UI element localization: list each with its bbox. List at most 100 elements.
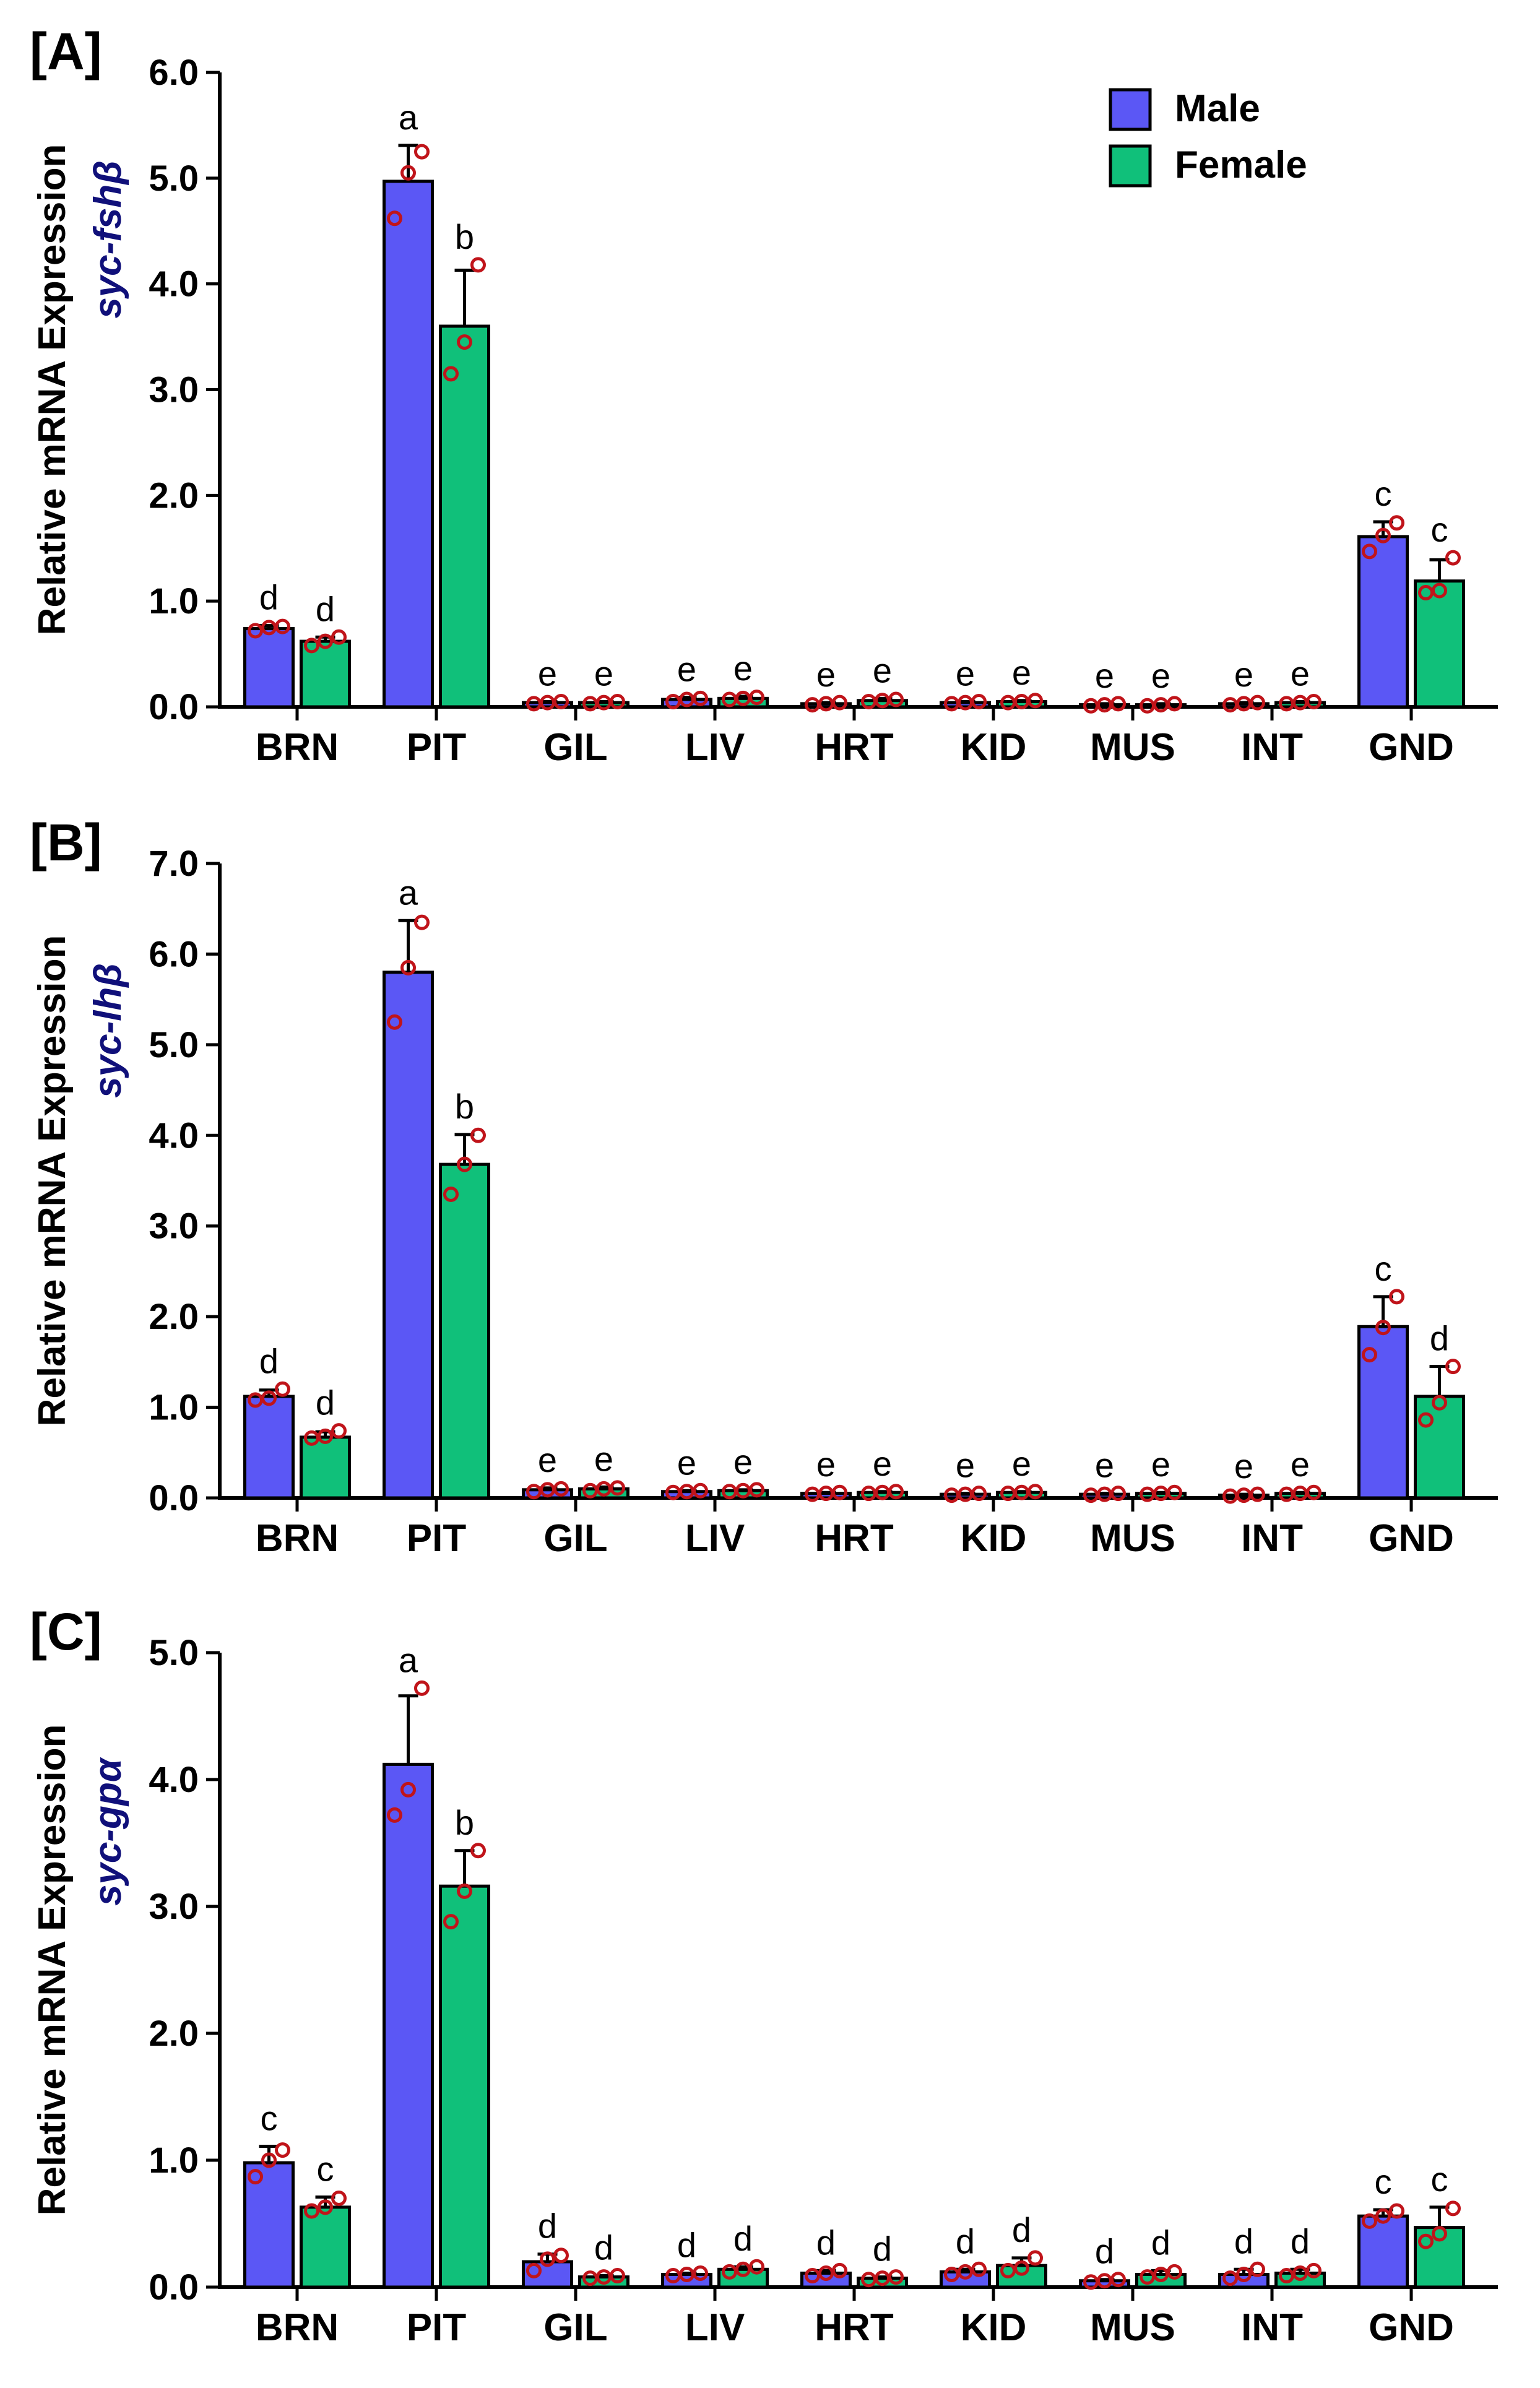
data-point <box>387 1014 402 1030</box>
data-point <box>1110 696 1126 712</box>
data-point <box>1222 2270 1238 2286</box>
x-tick-label: BRN <box>256 2306 339 2349</box>
gene-label: syc-gpα <box>87 1757 129 1906</box>
data-point <box>1292 2265 1308 2281</box>
data-point <box>1432 2226 1447 2242</box>
data-point <box>971 2261 987 2277</box>
data-point <box>400 1781 416 1797</box>
data-point <box>944 2267 959 2282</box>
x-tick-label: INT <box>1241 1517 1303 1560</box>
significance-letter: c <box>317 2149 334 2188</box>
data-point <box>1153 2267 1169 2282</box>
y-tick-label: 4.0 <box>149 1115 199 1156</box>
data-point <box>1027 2250 1043 2266</box>
y-tick-label: 6.0 <box>149 53 199 93</box>
data-point <box>1250 694 1265 711</box>
data-point <box>275 2142 290 2158</box>
significance-letter: d <box>1095 2232 1114 2271</box>
data-point <box>1375 2208 1391 2224</box>
x-tick-label: KID <box>961 2306 1027 2349</box>
data-point <box>443 1186 459 1202</box>
data-point <box>610 2268 625 2284</box>
x-tick-label: BRN <box>256 726 339 769</box>
data-point <box>1418 1412 1434 1428</box>
data-point <box>1167 2264 1182 2280</box>
significance-letter: a <box>399 873 418 912</box>
x-tick-label: PIT <box>407 726 467 769</box>
x-tick-label: LIV <box>685 1517 745 1560</box>
significance-letter: d <box>1012 2210 1031 2249</box>
gene-label: syc-lhβ <box>87 963 129 1098</box>
data-point <box>400 165 416 181</box>
data-point <box>805 2268 820 2284</box>
y-tick-label: 5.0 <box>149 158 199 199</box>
gene-label: syc-fshβ <box>87 160 129 319</box>
significance-letter: d <box>816 2223 836 2262</box>
y-tick-label: 1.0 <box>149 1388 199 1428</box>
significance-letter: e <box>873 1444 892 1483</box>
panel-label: [A] <box>30 22 102 80</box>
x-tick-label: INT <box>1241 726 1303 769</box>
y-tick-label: 2.0 <box>149 1297 199 1337</box>
significance-letter: c <box>1431 510 1448 549</box>
significance-letter: e <box>816 655 836 694</box>
significance-letter: e <box>1095 656 1114 695</box>
data-point <box>1110 2272 1126 2288</box>
data-point <box>304 638 319 654</box>
significance-letter: d <box>1234 2221 1253 2260</box>
significance-letter: e <box>1151 656 1170 695</box>
significance-letter: e <box>1291 654 1310 693</box>
data-point <box>1236 2267 1252 2282</box>
data-point <box>457 1883 472 1899</box>
bar-female <box>439 324 490 709</box>
significance-letter: a <box>399 1640 418 1679</box>
data-point <box>261 1390 277 1406</box>
significance-letter: e <box>594 654 613 693</box>
significance-letter: e <box>956 1446 975 1485</box>
significance-letter: d <box>733 2219 753 2258</box>
bar-male <box>383 180 434 709</box>
data-point <box>1445 550 1461 566</box>
x-tick-label: KID <box>961 726 1027 769</box>
significance-letter: c <box>1375 2162 1392 2201</box>
y-tick-label: 6.0 <box>149 934 199 974</box>
data-point <box>553 2247 569 2264</box>
data-point <box>1389 1289 1404 1305</box>
x-tick-label: GND <box>1369 1517 1454 1560</box>
data-point <box>1250 2261 1265 2277</box>
data-point <box>832 1484 847 1500</box>
data-point <box>693 2265 708 2281</box>
bar-male <box>243 2161 295 2289</box>
x-tick-label: MUS <box>1090 726 1175 769</box>
data-point <box>888 2269 904 2285</box>
data-point <box>275 618 290 634</box>
significance-letter: e <box>1095 1446 1114 1485</box>
significance-letter: b <box>455 1803 474 1842</box>
data-point <box>387 210 402 227</box>
legend: Male Female <box>1109 87 1307 188</box>
data-point <box>1375 1320 1391 1336</box>
significance-letter: d <box>316 1383 335 1422</box>
significance-letter: d <box>594 2228 613 2267</box>
bar-female <box>1414 1395 1465 1500</box>
significance-letter: e <box>538 1440 557 1479</box>
data-point <box>693 1482 708 1499</box>
y-tick-label: 5.0 <box>149 1633 199 1673</box>
data-point <box>414 914 430 930</box>
bar-male <box>383 971 434 1500</box>
significance-letter: e <box>594 1439 613 1478</box>
panel-3: [C] Relative mRNA Expression syc-gpα 0.0 1.0… <box>30 1603 1498 2349</box>
data-point <box>1306 693 1322 709</box>
x-tick-label: LIV <box>685 2306 745 2349</box>
data-point <box>540 2251 555 2267</box>
data-point <box>1027 1484 1043 1500</box>
significance-letter: d <box>956 2221 975 2260</box>
significance-letter: e <box>1234 655 1253 694</box>
x-tick-label: HRT <box>815 2306 894 2349</box>
significance-letter: d <box>873 2230 892 2269</box>
data-point <box>443 366 459 382</box>
data-point <box>1375 527 1391 543</box>
x-tick-label: PIT <box>407 2306 467 2349</box>
data-point <box>331 1423 347 1439</box>
